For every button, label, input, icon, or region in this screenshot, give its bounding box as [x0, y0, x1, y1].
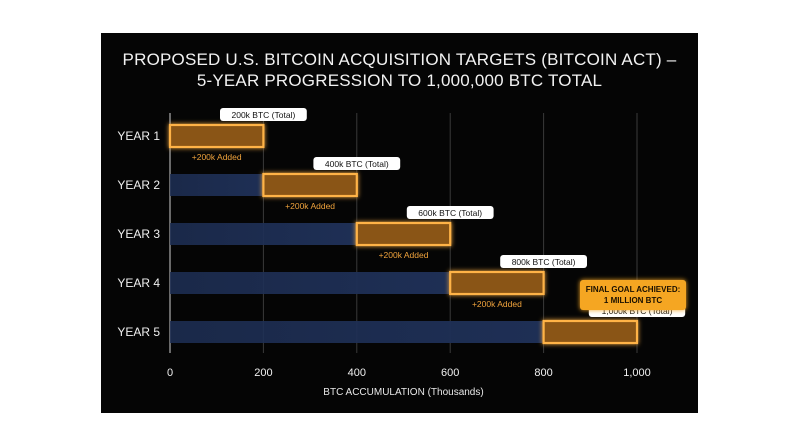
total-label: 600k BTC (Total) — [418, 208, 482, 218]
category-label: YEAR 5 — [117, 325, 160, 339]
x-tick-label: 400 — [348, 367, 366, 379]
total-label: 1,000k BTC (Total) — [602, 306, 673, 316]
added-label: +200k Added — [472, 299, 522, 309]
bar-added-segment — [262, 172, 358, 198]
x-tick-label: 1,000 — [623, 367, 651, 379]
total-label: 800k BTC (Total) — [512, 257, 576, 267]
total-label: 400k BTC (Total) — [325, 159, 389, 169]
bar-added-segment — [542, 319, 639, 345]
x-tick-label: 200 — [254, 367, 272, 379]
chart-title: PROPOSED U.S. BITCOIN ACQUISITION TARGET… — [101, 49, 698, 91]
x-tick-label: 600 — [441, 367, 459, 379]
x-tick-label: 800 — [534, 367, 552, 379]
chart-title-line-1: PROPOSED U.S. BITCOIN ACQUISITION TARGET… — [122, 50, 677, 69]
total-label: 200k BTC (Total) — [232, 110, 296, 120]
added-label: +200k Added — [192, 152, 242, 162]
total-label-box — [313, 157, 401, 170]
bar-added-segment — [355, 221, 452, 247]
chart-plot: 0 200 400 600 800 1,000 BTC ACCUMULATION (Thou… — [117, 108, 686, 398]
final-goal-line-2: 1 MILLION BTC — [604, 296, 662, 305]
total-label-box — [500, 255, 587, 268]
bar-added-segment — [449, 270, 545, 296]
total-label-box — [406, 206, 494, 219]
bar-prior-total — [170, 272, 451, 294]
added-label: +200k Added — [379, 250, 429, 260]
category-label: YEAR 3 — [117, 227, 160, 241]
category-label: YEAR 1 — [117, 129, 160, 143]
category-label: YEAR 2 — [117, 178, 160, 192]
x-tick-label: 0 — [167, 367, 173, 379]
x-axis-label: BTC ACCUMULATION (Thousands) — [323, 387, 483, 398]
bar-added-segment — [168, 123, 265, 149]
total-label-box — [220, 108, 307, 121]
chart-title-line-2: 5-YEAR PROGRESSION TO 1,000,000 BTC TOTA… — [196, 71, 603, 90]
bar-prior-total — [170, 223, 357, 245]
added-label: +200k Added — [285, 201, 335, 211]
chart-panel: PROPOSED U.S. BITCOIN ACQUISITION TARGET… — [101, 33, 698, 413]
final-goal-box — [580, 280, 686, 310]
bar-prior-total — [170, 174, 264, 196]
final-goal-line-1: FINAL GOAL ACHIEVED: — [586, 285, 681, 294]
category-label: YEAR 4 — [117, 276, 160, 290]
bar-prior-total — [170, 321, 544, 343]
